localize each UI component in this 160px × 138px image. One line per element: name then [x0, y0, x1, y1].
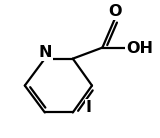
- Text: N: N: [38, 45, 52, 60]
- Text: OH: OH: [127, 41, 153, 56]
- Text: O: O: [108, 4, 122, 18]
- Text: I: I: [86, 100, 92, 115]
